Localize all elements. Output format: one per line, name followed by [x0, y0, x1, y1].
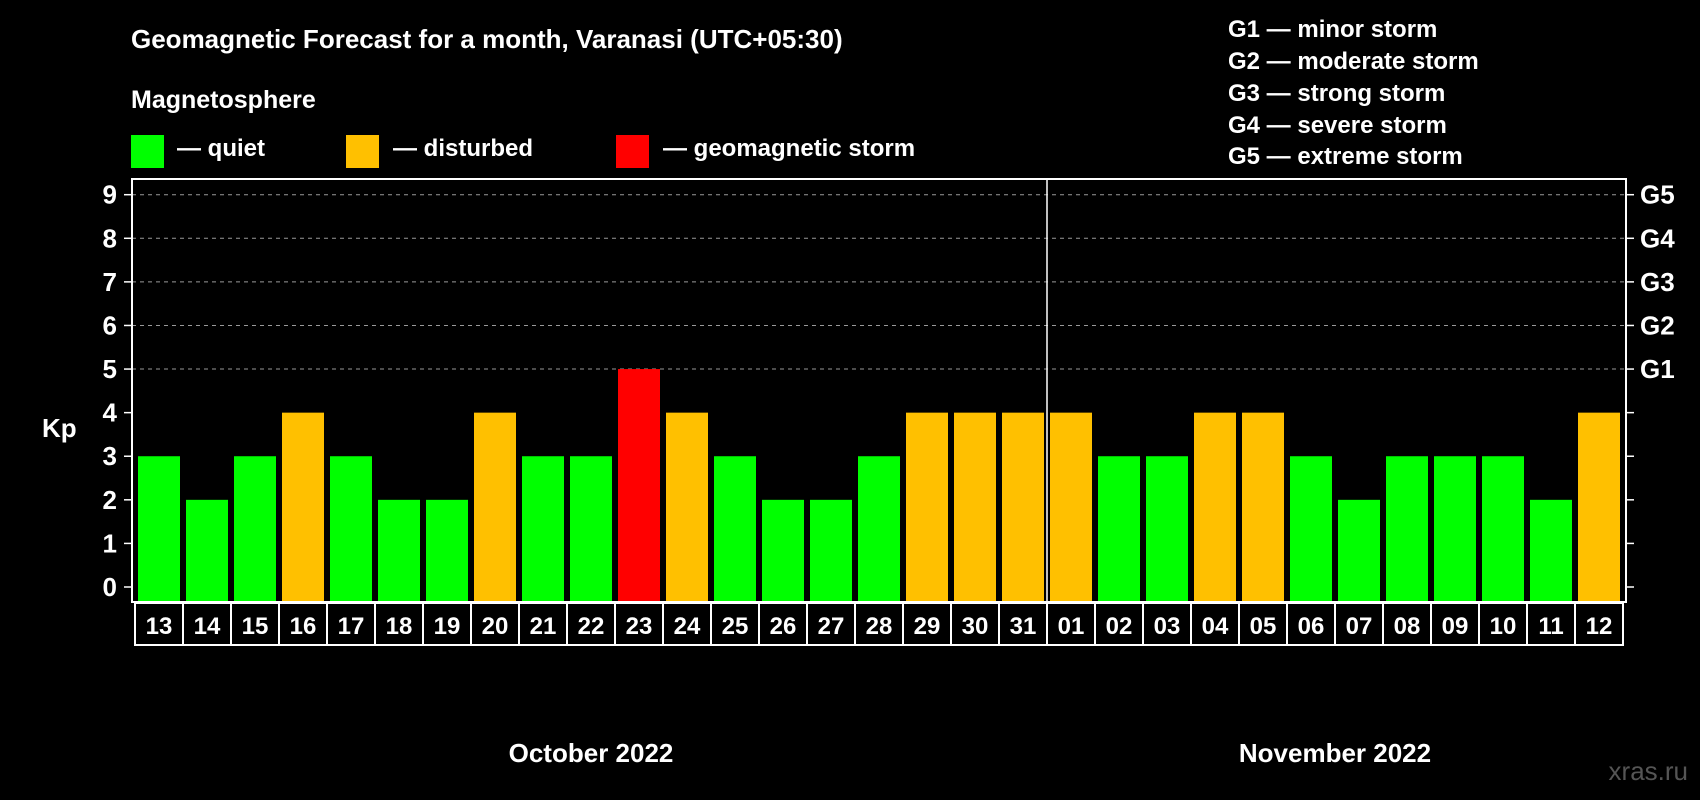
- y-tick-label: 8: [103, 223, 117, 253]
- day-label: 23: [626, 613, 653, 640]
- day-label: 06: [1298, 613, 1325, 640]
- day-label: 15: [242, 613, 269, 640]
- bar-05: [1242, 412, 1284, 602]
- day-label: 25: [722, 613, 749, 640]
- bar-11: [1530, 499, 1572, 602]
- bar-08: [1386, 456, 1428, 602]
- day-label: 11: [1538, 613, 1563, 640]
- g-level-label: G3: [1640, 267, 1675, 297]
- y-tick-label: 0: [103, 572, 117, 602]
- bar-23: [618, 369, 660, 602]
- bar-21: [522, 456, 564, 602]
- day-label: 18: [386, 613, 413, 640]
- bar-13: [138, 456, 180, 602]
- day-label: 04: [1202, 613, 1229, 640]
- bar-29: [906, 412, 948, 602]
- day-label: 31: [1010, 613, 1037, 640]
- g-scale-item: G3 — strong storm: [1228, 80, 1446, 107]
- month-label: November 2022: [1239, 738, 1431, 768]
- day-label: 13: [146, 613, 173, 640]
- bar-19: [426, 499, 468, 602]
- bar-03: [1146, 456, 1188, 602]
- bar-04: [1194, 412, 1236, 602]
- day-label: 21: [530, 613, 557, 640]
- day-label: 12: [1586, 613, 1613, 640]
- day-label: 16: [290, 613, 317, 640]
- day-cell: [1574, 602, 1624, 646]
- day-label: 14: [194, 613, 221, 640]
- y-axis-label: Kp: [42, 413, 77, 443]
- day-label: 17: [338, 613, 365, 640]
- legend-swatch-disturbed: [346, 135, 379, 168]
- bar-09: [1434, 456, 1476, 602]
- y-tick-label: 3: [103, 441, 117, 471]
- bar-01: [1050, 412, 1092, 602]
- legend-swatch-quiet: [131, 135, 164, 168]
- y-tick-label: 4: [103, 398, 118, 428]
- day-label: 07: [1346, 613, 1373, 640]
- chart-title: Geomagnetic Forecast for a month, Varana…: [131, 24, 843, 54]
- day-label: 09: [1442, 613, 1469, 640]
- day-label: 03: [1154, 613, 1181, 640]
- legend-label-disturbed: — disturbed: [393, 135, 534, 162]
- day-label: 01: [1058, 613, 1085, 640]
- bar-27: [810, 499, 852, 602]
- bar-10: [1482, 456, 1524, 602]
- y-tick-label: 7: [103, 267, 117, 297]
- day-label: 26: [770, 613, 797, 640]
- bar-26: [762, 499, 804, 602]
- day-label: 27: [818, 613, 845, 640]
- bar-20: [474, 412, 516, 602]
- legend-label-storm: — geomagnetic storm: [663, 135, 916, 162]
- day-label: 29: [914, 613, 941, 640]
- bar-17: [330, 456, 372, 602]
- g-level-label: G1: [1640, 354, 1675, 384]
- g-scale-item: G1 — minor storm: [1228, 16, 1438, 43]
- day-label: 10: [1490, 613, 1517, 640]
- g-level-label: G2: [1640, 310, 1675, 340]
- legend-title: Magnetosphere: [131, 86, 316, 114]
- bar-06: [1290, 456, 1332, 602]
- bar-30: [954, 412, 996, 602]
- bar-07: [1338, 499, 1380, 602]
- g-scale-item: G5 — extreme storm: [1228, 143, 1463, 170]
- legend-swatch-storm: [616, 135, 649, 168]
- y-tick-label: 1: [103, 528, 117, 558]
- g-scale-item: G4 — severe storm: [1228, 112, 1447, 139]
- bar-15: [234, 456, 276, 602]
- bar-02: [1098, 456, 1140, 602]
- bar-31: [1002, 412, 1044, 602]
- month-label: October 2022: [509, 738, 674, 768]
- y-tick-label: 9: [103, 180, 117, 210]
- day-label: 24: [674, 613, 701, 640]
- y-tick-label: 5: [103, 354, 117, 384]
- legend-label-quiet: — quiet: [177, 135, 265, 162]
- day-label: 28: [866, 613, 893, 640]
- bar-16: [282, 412, 324, 602]
- bar-25: [714, 456, 756, 602]
- watermark: xras.ru: [1608, 756, 1688, 786]
- day-label: 19: [434, 613, 461, 640]
- bar-24: [666, 412, 708, 602]
- y-tick-label: 2: [103, 485, 117, 515]
- day-label: 30: [962, 613, 989, 640]
- day-label: 08: [1394, 613, 1421, 640]
- y-tick-label: 6: [103, 310, 117, 340]
- bar-14: [186, 499, 228, 602]
- g-level-label: G4: [1640, 223, 1675, 253]
- bar-12: [1578, 412, 1620, 602]
- day-label: 20: [482, 613, 509, 640]
- day-label: 02: [1106, 613, 1133, 640]
- bar-28: [858, 456, 900, 602]
- bar-22: [570, 456, 612, 602]
- day-label: 05: [1250, 613, 1277, 640]
- bar-18: [378, 499, 420, 602]
- day-label: 22: [578, 613, 605, 640]
- g-level-label: G5: [1640, 180, 1675, 210]
- g-scale-item: G2 — moderate storm: [1228, 48, 1479, 75]
